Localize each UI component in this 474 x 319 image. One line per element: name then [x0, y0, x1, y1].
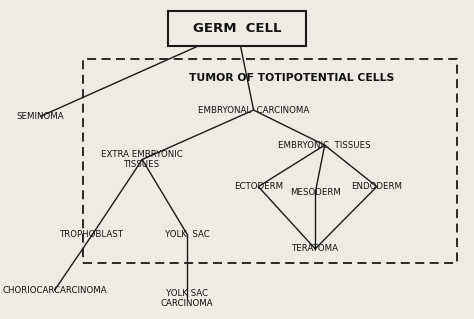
Text: CHORIOCARCARCINOMA: CHORIOCARCARCINOMA	[2, 286, 107, 295]
Text: TUMOR OF TOTIPOTENTIAL CELLS: TUMOR OF TOTIPOTENTIAL CELLS	[189, 73, 394, 83]
Text: EXTRA EMBRYONIC
TISSUES: EXTRA EMBRYONIC TISSUES	[101, 150, 183, 169]
Text: YOLK SAC
CARCINOMA: YOLK SAC CARCINOMA	[161, 289, 214, 308]
Text: TERATOMA: TERATOMA	[292, 244, 339, 253]
Text: TROPHOBLAST: TROPHOBLAST	[60, 230, 125, 239]
Bar	[168, 11, 306, 46]
Text: EMBRYONAL  CARCINOMA: EMBRYONAL CARCINOMA	[198, 106, 309, 115]
Text: EMBRYONIC  TISSUES: EMBRYONIC TISSUES	[278, 141, 371, 150]
Text: ENDODERM: ENDODERM	[351, 182, 402, 191]
Text: ECTODERM: ECTODERM	[234, 182, 283, 191]
Text: YOLK  SAC: YOLK SAC	[165, 230, 210, 239]
Bar	[83, 59, 457, 263]
Text: GERM  CELL: GERM CELL	[193, 22, 281, 35]
Text: SEMINOMA: SEMINOMA	[17, 112, 64, 121]
Text: MESODERM: MESODERM	[290, 189, 341, 197]
